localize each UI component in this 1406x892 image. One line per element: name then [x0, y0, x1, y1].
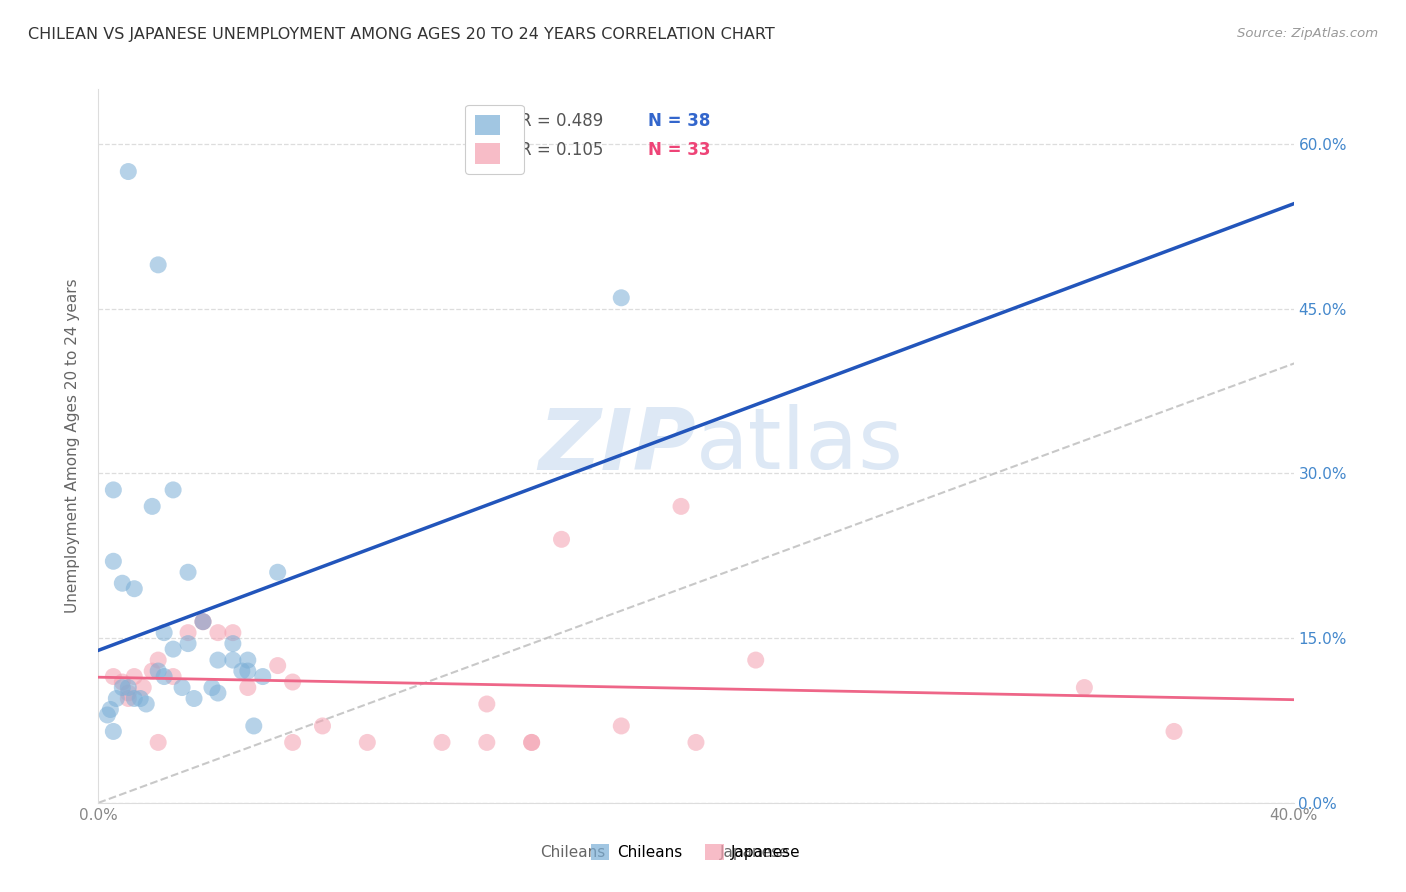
Point [207, 686, 229, 700]
Point [132, 681, 155, 695]
Point [141, 664, 163, 678]
Point [430, 735, 453, 749]
Point [243, 719, 266, 733]
Point [191, 615, 214, 629]
Point [162, 483, 184, 497]
Point [745, 653, 768, 667]
Point [281, 675, 304, 690]
Text: Chileans: Chileans [540, 846, 606, 860]
Point [207, 653, 229, 667]
Point [124, 582, 146, 596]
Point [117, 691, 139, 706]
Point [356, 735, 378, 749]
Point [610, 291, 633, 305]
Point [550, 533, 572, 547]
Point [252, 669, 274, 683]
Text: R = 0.105: R = 0.105 [520, 141, 603, 159]
Point [267, 658, 290, 673]
Point [520, 735, 543, 749]
Point [111, 675, 134, 690]
Point [201, 681, 224, 695]
Text: Japanese: Japanese [720, 846, 790, 860]
Point [267, 566, 290, 580]
Text: R = 0.489: R = 0.489 [520, 112, 603, 130]
Point [207, 625, 229, 640]
Point [231, 664, 253, 678]
Point [610, 719, 633, 733]
Text: ZIP: ZIP [538, 404, 696, 488]
Point [281, 735, 304, 749]
Point [222, 637, 245, 651]
Point [111, 576, 134, 591]
Point [105, 691, 128, 706]
Point [191, 615, 214, 629]
Point [117, 164, 139, 178]
Point [162, 642, 184, 657]
Point [124, 691, 146, 706]
Point [1073, 681, 1095, 695]
Point [103, 483, 125, 497]
Point [148, 258, 170, 272]
Point [153, 625, 176, 640]
Legend: Chileans, Japanese: Chileans, Japanese [585, 838, 807, 866]
Text: N = 33: N = 33 [648, 141, 710, 159]
Text: Source: ZipAtlas.com: Source: ZipAtlas.com [1237, 27, 1378, 40]
Point [100, 702, 122, 716]
Point [117, 681, 139, 695]
Point [162, 669, 184, 683]
Point [311, 719, 333, 733]
Point [669, 500, 692, 514]
Point [236, 681, 259, 695]
Point [183, 691, 205, 706]
Text: N = 38: N = 38 [648, 112, 710, 130]
Y-axis label: Unemployment Among Ages 20 to 24 years: Unemployment Among Ages 20 to 24 years [65, 278, 80, 614]
Text: CHILEAN VS JAPANESE UNEMPLOYMENT AMONG AGES 20 TO 24 YEARS CORRELATION CHART: CHILEAN VS JAPANESE UNEMPLOYMENT AMONG A… [28, 27, 775, 42]
Point [685, 735, 707, 749]
Point [236, 664, 259, 678]
Point [520, 735, 543, 749]
Point [141, 500, 163, 514]
Point [222, 653, 245, 667]
Point [1163, 724, 1185, 739]
Point [103, 724, 125, 739]
Point [124, 669, 146, 683]
Point [111, 681, 134, 695]
Point [135, 697, 157, 711]
Text: atlas: atlas [696, 404, 904, 488]
Point [117, 686, 139, 700]
Point [177, 625, 200, 640]
Point [148, 664, 170, 678]
Point [103, 669, 125, 683]
Point [103, 554, 125, 568]
Point [172, 681, 194, 695]
Point [236, 653, 259, 667]
Point [177, 637, 200, 651]
Point [475, 697, 498, 711]
Point [148, 735, 170, 749]
Point [177, 566, 200, 580]
Point [191, 615, 214, 629]
Point [129, 691, 152, 706]
Point [148, 653, 170, 667]
Point [475, 735, 498, 749]
Point [222, 625, 245, 640]
Point [96, 708, 118, 723]
Point [153, 669, 176, 683]
